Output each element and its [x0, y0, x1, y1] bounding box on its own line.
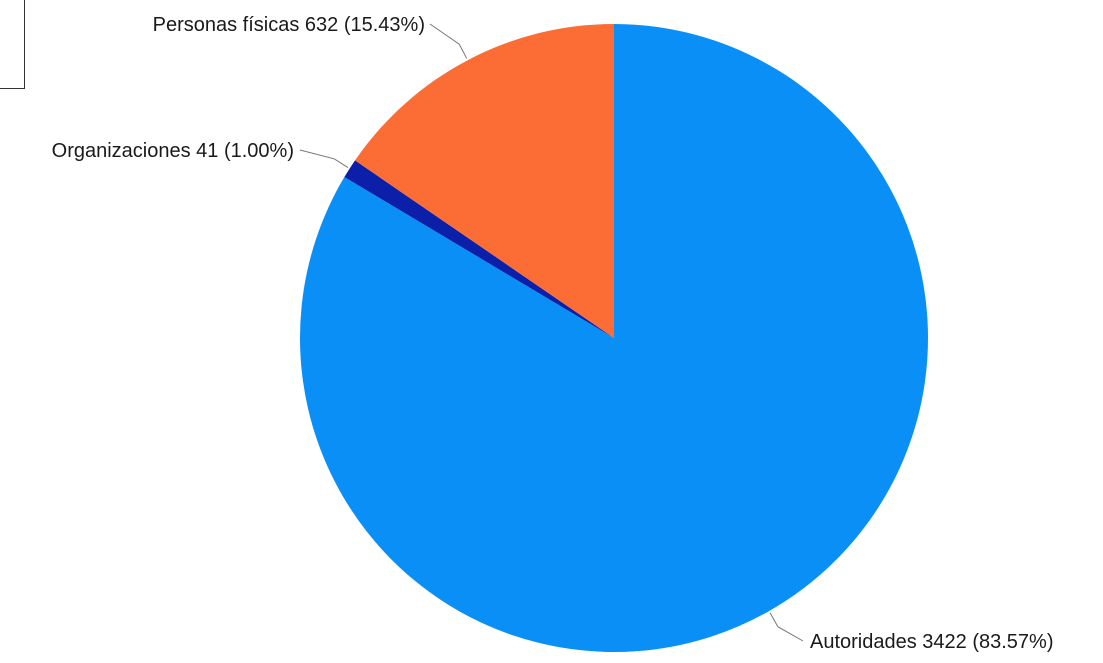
pie-slice-organizaciones — [344, 160, 614, 338]
legend-frame-partial — [0, 0, 25, 89]
leader-line-organizaciones — [299, 149, 349, 168]
leader-line-autoridades — [769, 612, 804, 642]
pie-slices — [299, 24, 928, 653]
pie-slice-personas-fisicas — [355, 24, 614, 338]
slice-labels: Autoridades 3422 (83.57%) Organizaciones … — [52, 14, 1054, 653]
pie-slice-autoridades — [299, 24, 928, 653]
slice-label-organizaciones: Organizaciones 41 (1.00%) — [52, 140, 294, 162]
leader-lines — [299, 23, 804, 642]
slice-label-personas-fisicas: Personas físicas 632 (15.43%) — [153, 14, 425, 36]
slice-label-autoridades: Autoridades 3422 (83.57%) — [810, 631, 1054, 653]
leader-line-personas-fisicas — [429, 23, 468, 59]
